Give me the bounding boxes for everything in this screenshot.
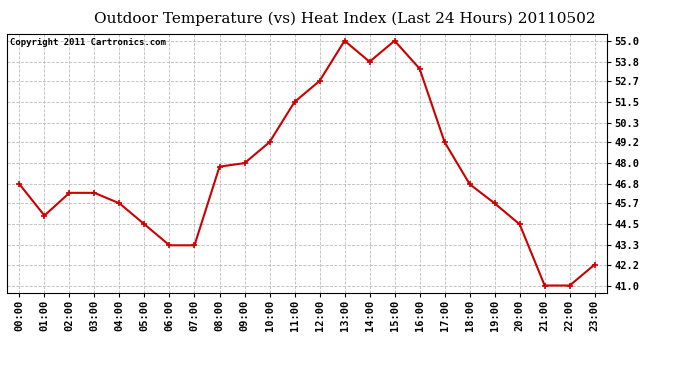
Text: Copyright 2011 Cartronics.com: Copyright 2011 Cartronics.com: [10, 38, 166, 46]
Text: Outdoor Temperature (vs) Heat Index (Last 24 Hours) 20110502: Outdoor Temperature (vs) Heat Index (Las…: [95, 11, 595, 26]
